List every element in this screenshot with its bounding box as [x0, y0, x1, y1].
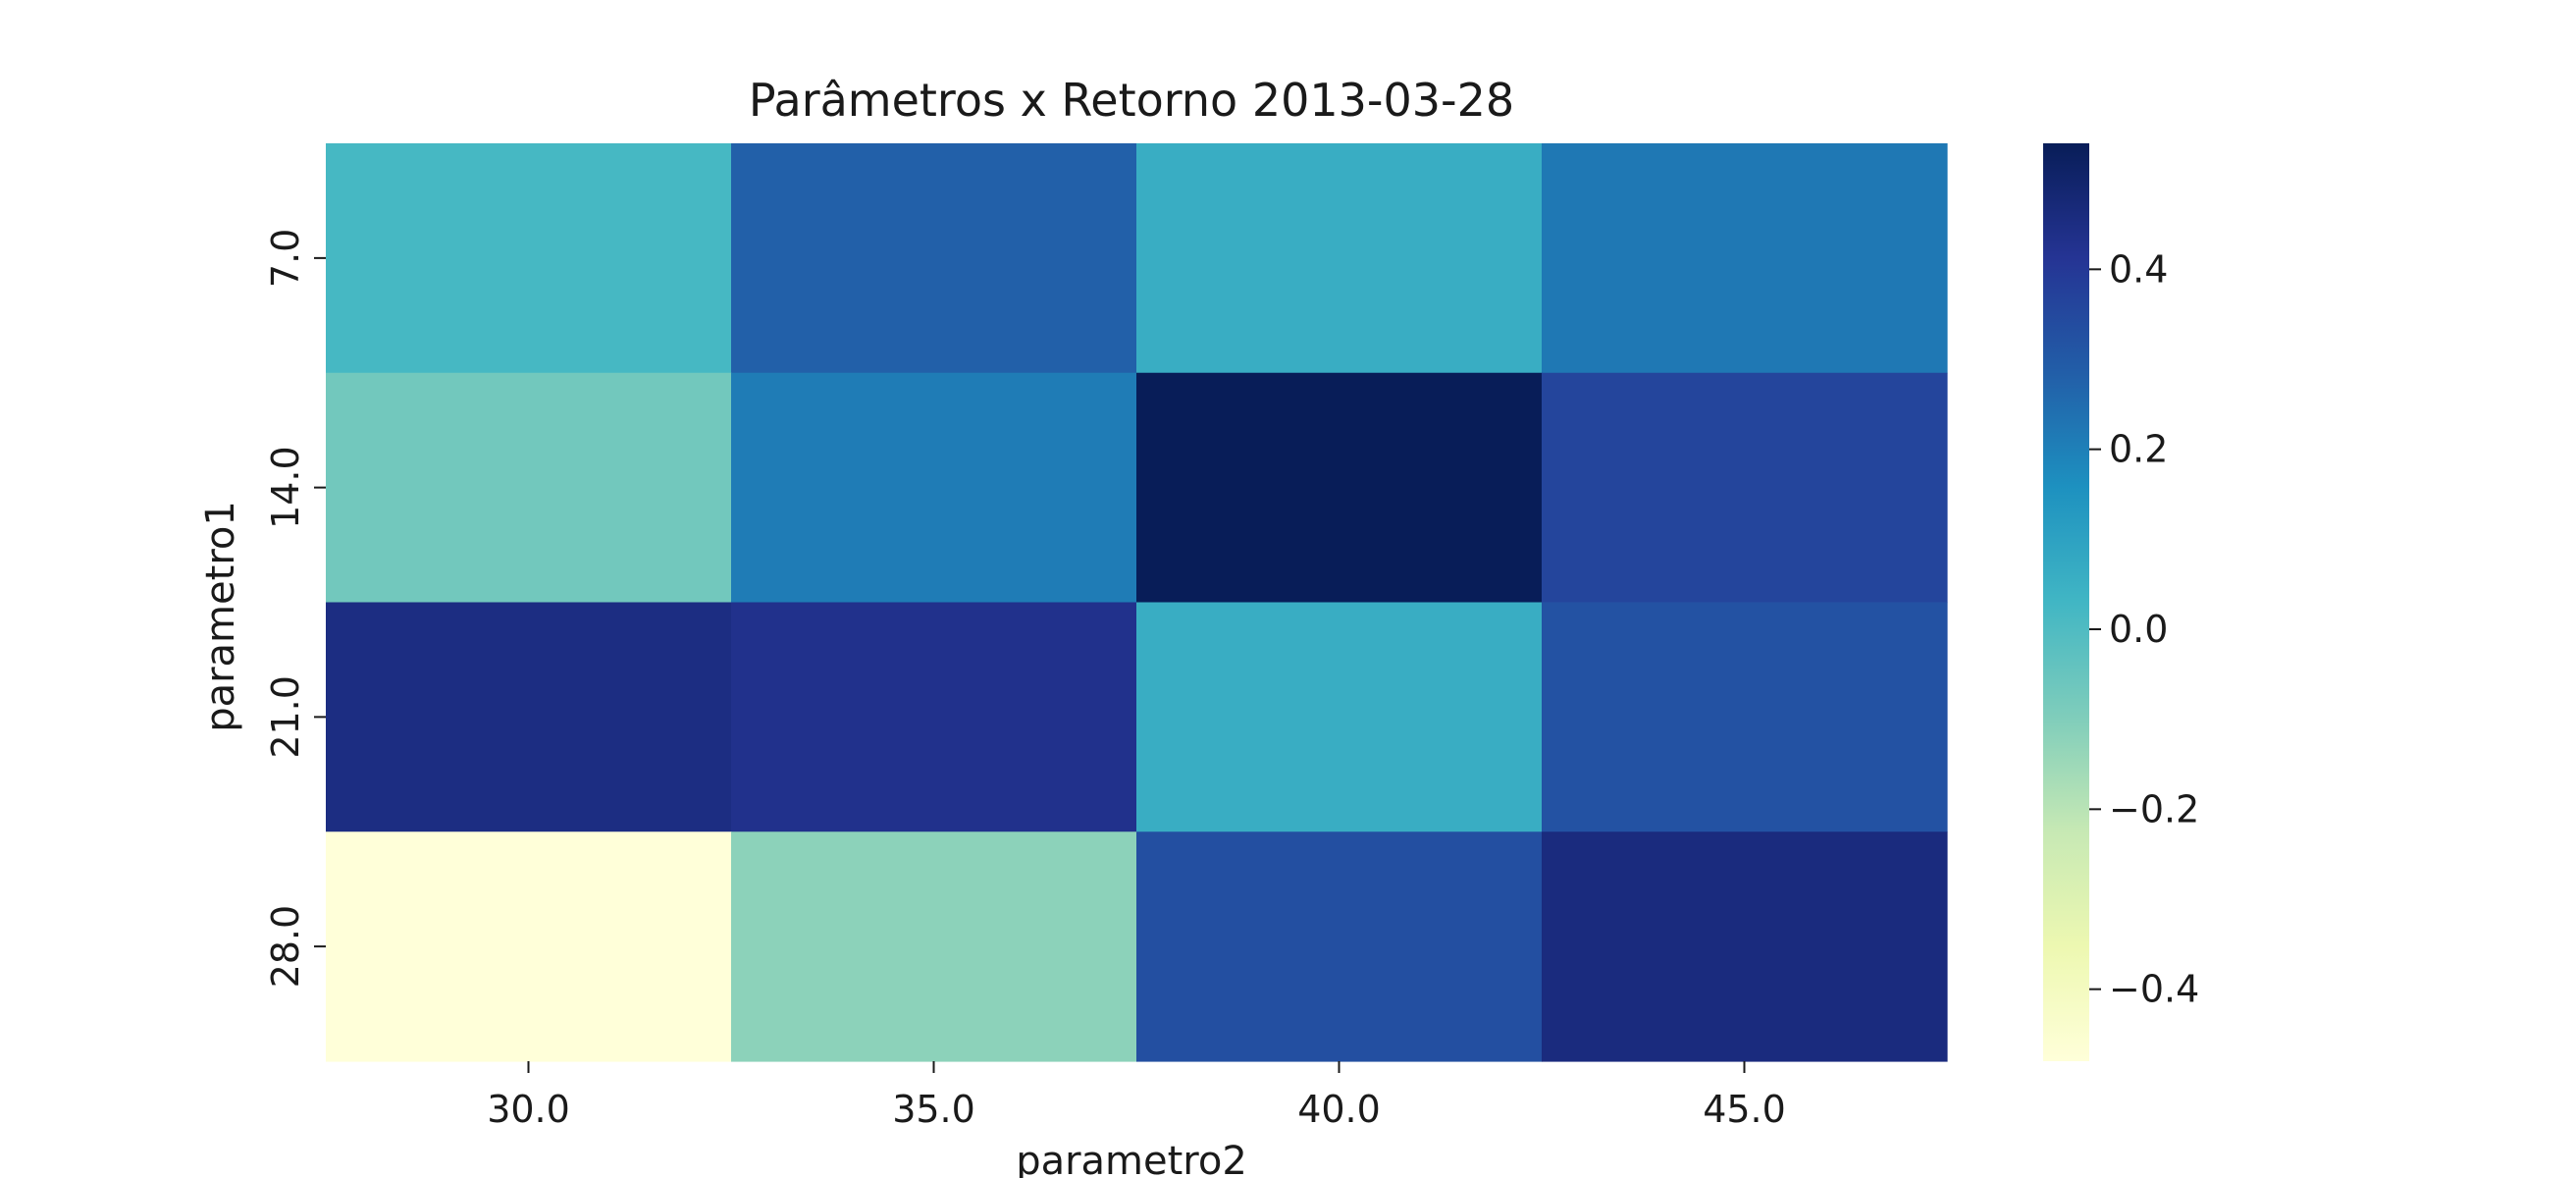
heatmap-cell — [1136, 831, 1543, 1062]
heatmap-cell — [1542, 143, 1948, 374]
heatmap-cell — [731, 143, 1137, 374]
colorbar — [2043, 143, 2089, 1061]
heatmap-cell — [1542, 602, 1948, 832]
x-tick-label: 30.0 — [487, 1088, 570, 1131]
x-axis-ticks: 30.0 35.0 40.0 45.0 — [487, 1061, 1786, 1131]
colorbar-tick-label: −0.2 — [2109, 787, 2199, 830]
heatmap-cell — [1136, 602, 1543, 832]
heatmap-cell — [731, 831, 1137, 1062]
heatmap-cell — [731, 602, 1137, 832]
y-tick-label: 14.0 — [264, 446, 307, 529]
y-tick-label: 7.0 — [264, 229, 307, 288]
heatmap-cell — [1542, 372, 1948, 604]
heatmap-cell — [1136, 143, 1543, 374]
heatmap-cells — [326, 143, 1948, 1062]
heatmap-cell — [731, 372, 1137, 604]
heatmap-cell — [326, 831, 732, 1062]
x-tick-label: 40.0 — [1297, 1088, 1381, 1131]
x-tick-label: 35.0 — [892, 1088, 975, 1131]
colorbar-ticks: 0.4 0.2 0.0 −0.2 −0.4 — [2089, 247, 2199, 1011]
colorbar-tick-label: 0.2 — [2109, 428, 2168, 471]
chart-title: Parâmetros x Retorno 2013-03-28 — [749, 74, 1514, 127]
y-axis-label: parametro1 — [198, 501, 243, 732]
y-tick-label: 28.0 — [264, 905, 307, 989]
heatmap-cell — [326, 372, 732, 604]
y-axis-ticks: 7.0 14.0 21.0 28.0 — [264, 229, 326, 989]
x-axis-label: parametro2 — [1016, 1139, 1247, 1178]
x-tick-label: 45.0 — [1703, 1088, 1786, 1131]
heatmap-cell — [1136, 372, 1543, 604]
colorbar-tick-label: −0.4 — [2109, 968, 2199, 1011]
heatmap-cell — [326, 602, 732, 832]
heatmap-cell — [326, 143, 732, 374]
heatmap-cell — [1542, 831, 1948, 1062]
y-tick-label: 21.0 — [264, 675, 307, 759]
colorbar-tick-label: 0.4 — [2109, 247, 2168, 291]
colorbar-tick-label: 0.0 — [2109, 608, 2168, 651]
